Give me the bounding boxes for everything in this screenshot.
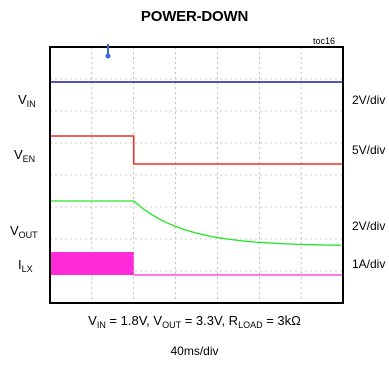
plot-frame [49,46,344,304]
channel-label-vin: VIN [18,92,36,109]
time-scale: 40ms/div [170,344,219,358]
scale-vout: 2V/div [352,219,386,233]
trace-ilx-switching [50,252,134,275]
scale-ilx: 1A/div [352,257,386,271]
channel-label-ven: VEN [14,147,36,164]
test-conditions: VIN = 1.8V, VOUT = 3.3V, RLOAD = 3kΩ [88,313,301,330]
trace-ven [50,135,343,165]
chart-title: POWER-DOWN [140,8,249,25]
figure-id: toc16 [313,36,336,46]
trigger-marker-dot [105,53,111,59]
scale-vin: 2V/div [352,93,386,107]
trigger-marker [105,44,111,59]
channel-label-vout: VOUT [10,223,38,240]
scale-ven: 5V/div [352,143,386,157]
channel-label-ilx: ILX [18,257,33,274]
trace-vout [50,200,341,246]
